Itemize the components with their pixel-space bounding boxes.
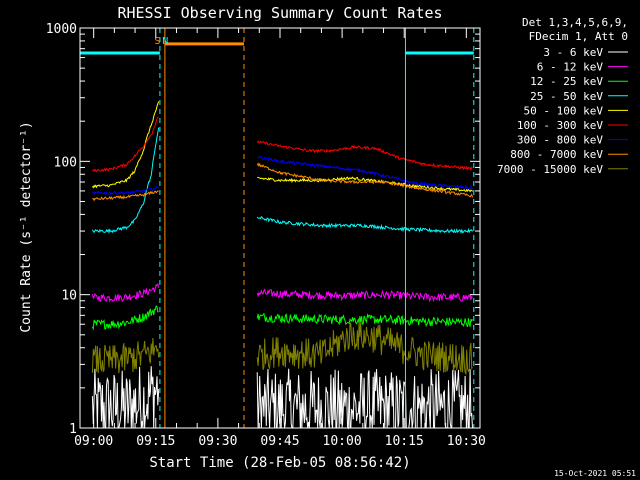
legend-label-4: 50 - 100 keV bbox=[524, 104, 604, 117]
series-6-segment-1 bbox=[257, 155, 473, 191]
legend-label-0: 3 - 6 keV bbox=[543, 46, 603, 59]
x-tick-label-4: 10:00 bbox=[323, 434, 362, 449]
series-7-segment-0 bbox=[92, 190, 159, 202]
series-0-segment-0 bbox=[91, 366, 160, 429]
series-1-segment-0 bbox=[91, 282, 160, 303]
series-7-segment-1 bbox=[256, 162, 473, 198]
series-3-segment-0 bbox=[91, 127, 160, 235]
series-0-segment-1 bbox=[256, 368, 473, 430]
legend-label-1: 6 - 12 keV bbox=[537, 61, 604, 74]
legend-label-7: 800 - 7000 keV bbox=[510, 148, 603, 161]
legend-label-5: 100 - 300 keV bbox=[517, 119, 603, 132]
legend-label-3: 25 - 50 keV bbox=[530, 90, 603, 103]
x-tick-label-1: 09:15 bbox=[136, 434, 175, 449]
series-4-segment-0 bbox=[91, 101, 160, 189]
series-2-segment-0 bbox=[91, 305, 159, 331]
flag-label-0: S bbox=[154, 36, 160, 47]
x-tick-label-3: 09:45 bbox=[260, 434, 299, 449]
x-axis-label: Start Time (28-Feb-05 08:56:42) bbox=[149, 455, 410, 471]
x-tick-label-0: 09:00 bbox=[74, 434, 113, 449]
series-3-segment-1 bbox=[256, 215, 473, 234]
series-1-segment-1 bbox=[256, 288, 473, 303]
series-5-segment-0 bbox=[92, 116, 159, 173]
y-axis-label: Count Rate (s⁻¹ detector⁻¹) bbox=[19, 121, 34, 332]
y-tick-label-3: 1000 bbox=[46, 22, 77, 37]
x-tick-label-2: 09:30 bbox=[198, 434, 237, 449]
footer-timestamp: 15-Oct-2021 05:51 bbox=[554, 469, 636, 478]
flag-label-1: N bbox=[162, 36, 168, 47]
legend-label-6: 300 - 800 keV bbox=[517, 134, 603, 147]
x-tick-label-5: 10:15 bbox=[385, 434, 424, 449]
legend-label-8: 7000 - 15000 keV bbox=[497, 163, 603, 176]
chart-title: RHESSI Observing Summary Count Rates bbox=[117, 4, 442, 22]
series-2-segment-1 bbox=[256, 312, 473, 328]
series-5-segment-1 bbox=[256, 140, 473, 172]
series-8-segment-1 bbox=[256, 320, 473, 376]
x-tick-label-6: 10:30 bbox=[447, 434, 486, 449]
y-tick-label-0: 1 bbox=[69, 422, 77, 437]
axes-layer: 1 10 100 1000 09:00 09:15 09:30 09:45 10:00 10:15… bbox=[46, 22, 486, 449]
y-tick-label-2: 100 bbox=[54, 155, 77, 170]
series-8-segment-0 bbox=[91, 337, 160, 374]
legend-header-0: Det 1,3,4,5,6,9, bbox=[522, 16, 628, 29]
legend: Det 1,3,4,5,6,9,FDecim 1, Att 0 3 - 6 keV… bbox=[497, 16, 628, 176]
series-6-segment-0 bbox=[92, 185, 160, 196]
y-tick-label-1: 10 bbox=[61, 289, 77, 304]
legend-label-2: 12 - 25 keV bbox=[530, 75, 603, 88]
legend-header-1: FDecim 1, Att 0 bbox=[529, 30, 628, 43]
